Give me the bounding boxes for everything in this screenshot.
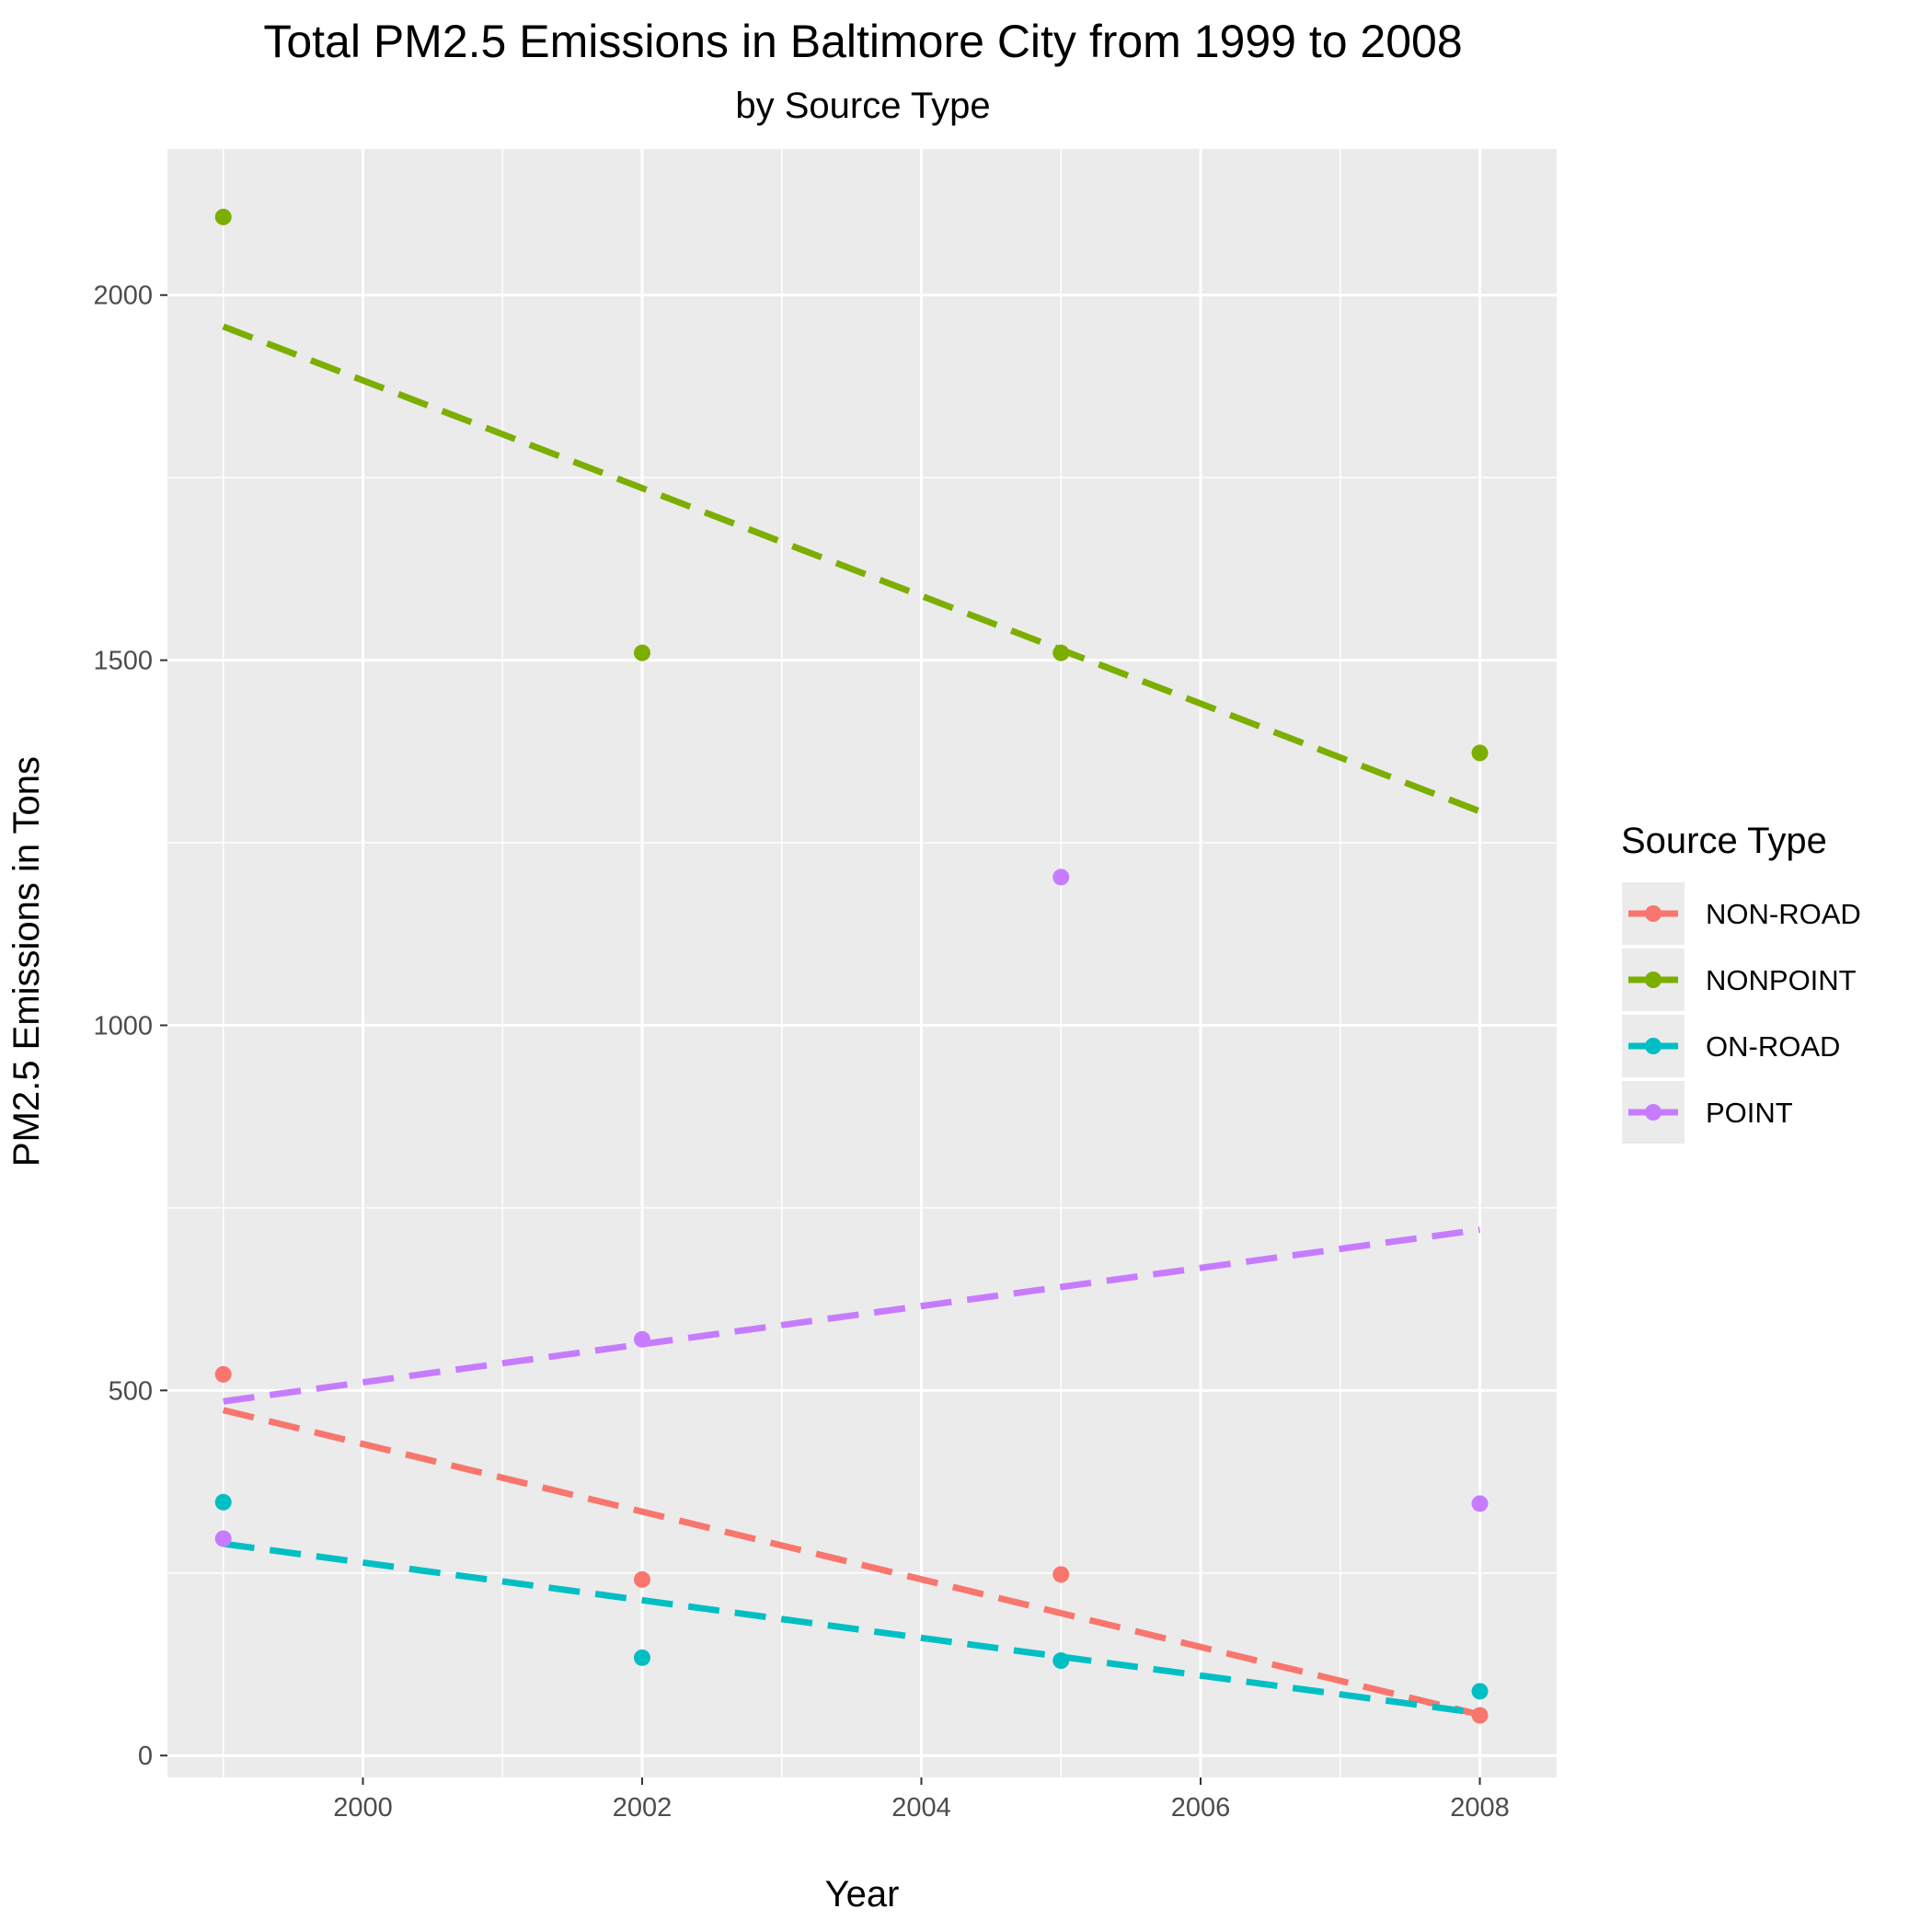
y-axis-ticks: 0 500 1000 1500 2000 (93, 282, 167, 1771)
chart-subtitle: by Source Type (735, 86, 990, 126)
point-non-road (214, 1365, 232, 1383)
point-nonpoint (633, 644, 650, 661)
point-nonpoint (1471, 744, 1489, 762)
point-point (1052, 868, 1070, 886)
point-nonpoint (214, 208, 232, 225)
x-tick-label: 2008 (1450, 1793, 1510, 1823)
point-point (633, 1330, 650, 1348)
trend-lines (222, 323, 1481, 1719)
trend-line-on-road (223, 1540, 1481, 1717)
x-axis-title: Year (825, 1874, 900, 1915)
point-on-road (633, 1649, 650, 1666)
trend-line-non-road (222, 1407, 1481, 1719)
x-tick-label: 2000 (333, 1793, 393, 1823)
point-non-road (1052, 1566, 1070, 1583)
legend-title: Source Type (1621, 821, 1827, 861)
x-tick-label: 2006 (1171, 1793, 1231, 1823)
point-on-road (1052, 1652, 1070, 1670)
trend-line-nonpoint (222, 323, 1481, 815)
legend-point-non-road (1645, 905, 1662, 922)
chart-title: Total PM2.5 Emissions in Baltimore City … (263, 16, 1462, 67)
point-nonpoint (1052, 644, 1070, 661)
legend: Source Type NON-ROAD NONPOINT ON-ROAD POINT (1620, 821, 1861, 1145)
point-non-road (1471, 1707, 1489, 1724)
legend-label-point: POINT (1706, 1097, 1793, 1129)
legend-items: NON-ROAD NONPOINT ON-ROAD POINT (1620, 880, 1861, 1145)
y-tick-label: 1000 (93, 1011, 153, 1041)
plot-panel (167, 149, 1557, 1777)
legend-point-point (1645, 1104, 1662, 1121)
point-point (1471, 1495, 1489, 1512)
y-axis-title: PM2.5 Emissions in Tons (6, 756, 47, 1167)
legend-label-on-road: ON-ROAD (1706, 1030, 1840, 1063)
x-tick-label: 2004 (891, 1793, 951, 1823)
y-tick-label: 0 (138, 1742, 153, 1771)
point-non-road (633, 1570, 650, 1588)
minor-gridlines (167, 149, 1557, 1777)
y-tick-label: 500 (109, 1376, 153, 1406)
point-on-road (1471, 1683, 1489, 1700)
trend-line-point (223, 1226, 1481, 1405)
legend-point-on-road (1645, 1038, 1662, 1054)
legend-label-nonpoint: NONPOINT (1706, 964, 1857, 996)
y-tick-label: 2000 (93, 282, 153, 311)
legend-label-non-road: NON-ROAD (1706, 898, 1861, 930)
x-tick-label: 2002 (613, 1793, 673, 1823)
y-tick-label: 1500 (93, 647, 153, 676)
legend-point-nonpoint (1645, 972, 1662, 988)
data-points (214, 208, 1489, 1724)
x-axis-ticks: 2000 2002 2004 2006 2008 (333, 1777, 1510, 1823)
point-on-road (214, 1493, 232, 1511)
point-point (214, 1530, 232, 1547)
